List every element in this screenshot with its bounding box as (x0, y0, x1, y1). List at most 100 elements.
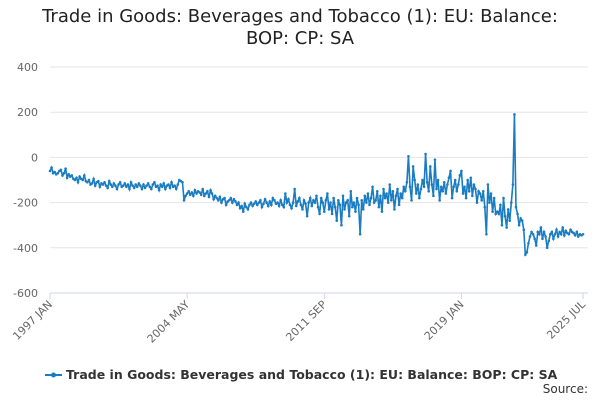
point (375, 190, 379, 193)
point (471, 194, 474, 198)
point (249, 201, 253, 204)
point (271, 196, 275, 200)
point (150, 187, 153, 191)
point (151, 183, 155, 186)
point (67, 173, 71, 176)
point (187, 190, 191, 193)
point (550, 230, 554, 234)
point (517, 223, 521, 227)
point (93, 184, 97, 187)
point (277, 204, 281, 208)
point (316, 205, 320, 209)
point (290, 206, 293, 210)
point (78, 175, 81, 178)
point (355, 196, 359, 200)
point (170, 180, 173, 184)
point (215, 196, 219, 200)
point (555, 228, 558, 232)
point (109, 183, 113, 186)
point (360, 199, 363, 202)
point (140, 187, 144, 191)
point (486, 183, 490, 186)
point (160, 185, 164, 189)
point (351, 205, 354, 209)
point (195, 192, 198, 195)
point (135, 185, 139, 189)
point (391, 190, 395, 193)
point (288, 203, 292, 207)
point (262, 202, 265, 206)
point (520, 219, 524, 222)
point (478, 192, 482, 195)
point (366, 192, 370, 195)
point (435, 187, 438, 191)
point (234, 200, 237, 203)
point (513, 113, 516, 116)
point (310, 204, 314, 208)
point (70, 174, 74, 177)
point (199, 193, 203, 196)
point (573, 234, 577, 237)
point (410, 199, 413, 202)
y-tick-label: -600 (13, 287, 38, 300)
point (174, 187, 178, 191)
point (103, 180, 106, 184)
point (301, 208, 304, 211)
point (231, 201, 234, 204)
point (188, 193, 192, 196)
point (276, 201, 279, 204)
point (346, 199, 349, 202)
point (268, 200, 272, 203)
point (232, 197, 236, 201)
x-tick-label: 2011 SEP (283, 298, 329, 344)
point (98, 185, 102, 189)
point (390, 199, 393, 202)
point (488, 201, 491, 204)
point (399, 192, 402, 195)
point (50, 166, 53, 169)
point (428, 165, 432, 168)
point (558, 230, 561, 234)
point (524, 253, 527, 256)
point (408, 185, 412, 189)
point (307, 201, 311, 204)
point (340, 223, 343, 227)
point (394, 194, 398, 198)
point (217, 199, 220, 202)
point (422, 185, 426, 189)
point (545, 246, 549, 250)
point (64, 167, 67, 170)
point (446, 183, 449, 186)
x-tick-label: 2019 JAN (422, 298, 467, 343)
point (385, 192, 388, 195)
point (62, 171, 66, 175)
point (82, 174, 86, 177)
point (206, 190, 209, 193)
point (572, 231, 575, 235)
point (372, 201, 376, 204)
point (414, 192, 418, 195)
point (432, 194, 435, 198)
point (481, 190, 485, 193)
point (104, 184, 108, 187)
point (48, 169, 52, 173)
point (492, 196, 496, 200)
point (81, 178, 85, 182)
point (193, 188, 197, 192)
point (279, 199, 282, 202)
point (453, 178, 457, 182)
point (380, 210, 384, 213)
point (327, 208, 331, 211)
point (101, 183, 105, 186)
point (291, 201, 295, 204)
point (472, 183, 476, 186)
point (377, 205, 381, 209)
point (337, 199, 340, 202)
point (368, 203, 371, 207)
point (143, 186, 147, 190)
point (298, 196, 301, 200)
point (240, 204, 243, 208)
point (442, 180, 446, 184)
